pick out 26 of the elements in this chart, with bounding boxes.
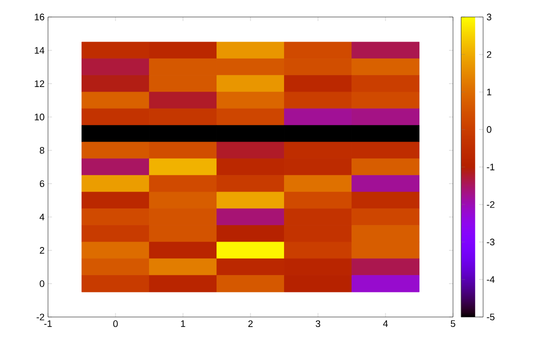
- color-bar-label: -3: [486, 238, 494, 246]
- x-tick-label: 5: [450, 320, 456, 327]
- color-bar-label: -4: [486, 276, 495, 283]
- color-bar-label: -1: [486, 164, 494, 170]
- y-tick-label: 8: [40, 146, 44, 154]
- x-tick-label: 1: [181, 320, 186, 327]
- y-tick-label: 4: [40, 214, 44, 220]
- color-bar-label: -2: [486, 201, 494, 208]
- y-tick-label: 12: [34, 80, 44, 87]
- x-tick-label: 0: [113, 320, 118, 328]
- y-tick-label: 14: [34, 47, 44, 54]
- color-bar-label: 0: [486, 126, 492, 133]
- color-bar-label: 3: [486, 14, 492, 20]
- color-bar-label: 2: [486, 51, 492, 58]
- y-tick-label: -2: [36, 314, 44, 320]
- y-tick-label: 0: [40, 280, 44, 288]
- color-bar-label: -5: [486, 314, 494, 320]
- color-bar-label: 1: [487, 88, 492, 96]
- y-tick-label: 10: [34, 114, 44, 120]
- x-tick-label: 3: [316, 320, 320, 328]
- x-tick-label: 4: [383, 320, 388, 327]
- x-tick-label: 2: [248, 320, 253, 327]
- x-tick-label: -1: [44, 320, 52, 327]
- y-tick-label: 2: [40, 247, 44, 254]
- y-tick-label: 16: [34, 14, 44, 20]
- y-tick-label: 6: [40, 180, 44, 188]
